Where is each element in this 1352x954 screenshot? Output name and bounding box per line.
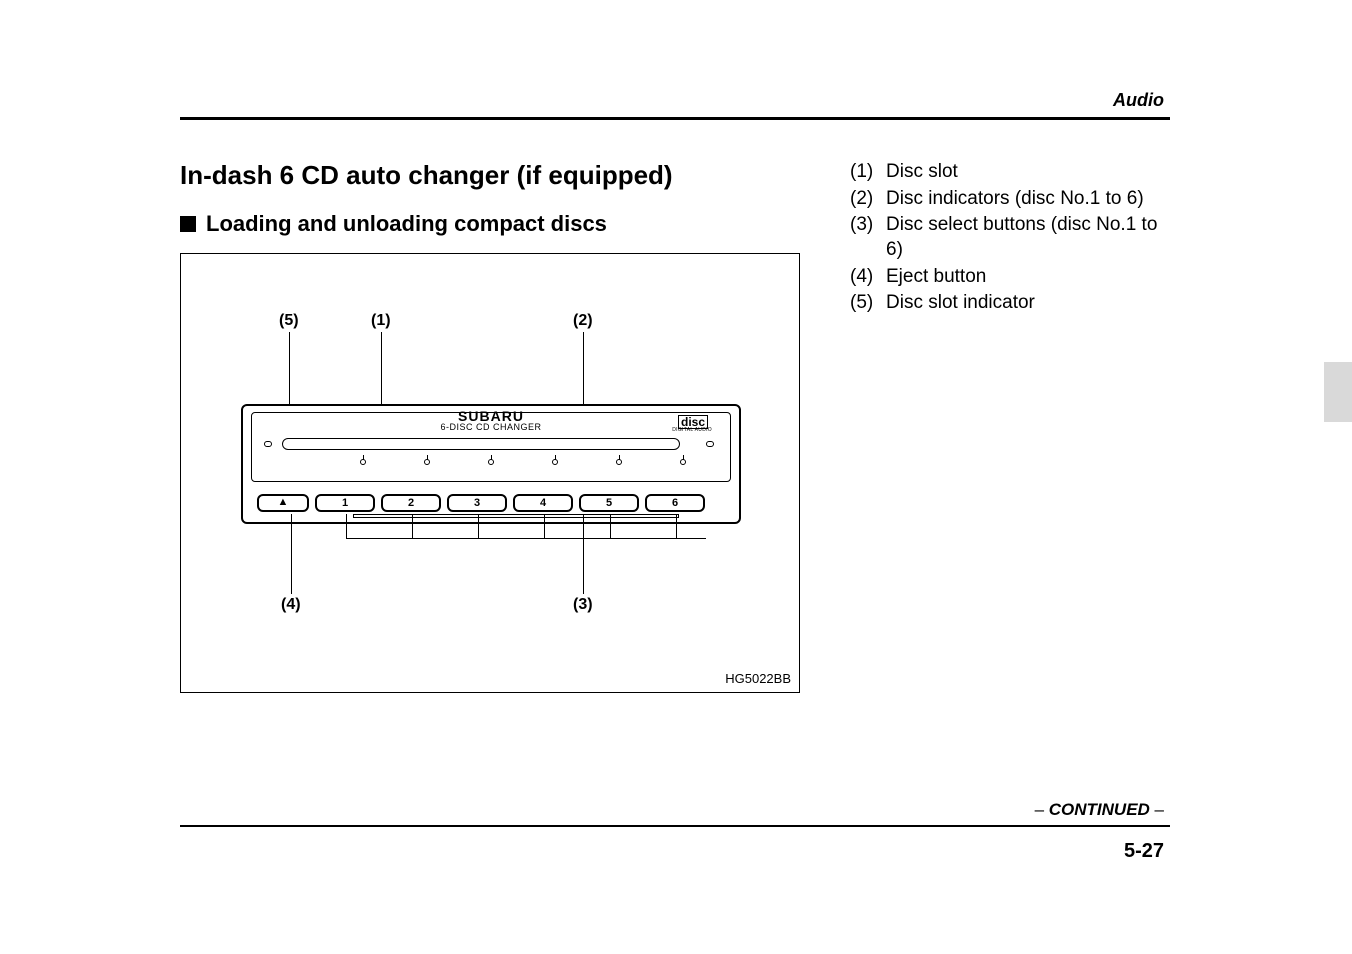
header-rule xyxy=(180,117,1170,120)
subtitle-text: Loading and unloading compact discs xyxy=(206,211,607,237)
leader-3h xyxy=(346,538,706,539)
brand-main: SUBARU xyxy=(440,409,541,423)
leader-3t6 xyxy=(676,514,677,538)
brand-block: SUBARU 6-DISC CD CHANGER xyxy=(440,409,541,432)
legend-item: (5) Disc slot indicator xyxy=(850,291,1170,316)
legend-text: Disc indicators (disc No.1 to 6) xyxy=(886,187,1170,212)
disc-select-2: 2 xyxy=(381,494,441,512)
legend-item: (1) Disc slot xyxy=(850,160,1170,185)
dash-right: – xyxy=(1150,800,1164,819)
right-column: (1) Disc slot (2) Disc indicators (disc … xyxy=(850,160,1170,693)
disc-logo-sub: DIGITAL AUDIO xyxy=(672,427,712,433)
left-column: In-dash 6 CD auto changer (if equipped) … xyxy=(180,160,800,693)
legend-text: Disc select buttons (disc No.1 to 6) xyxy=(886,213,1170,262)
indicator-row xyxy=(360,459,686,465)
disc-indicator xyxy=(680,459,686,465)
leader-3v xyxy=(583,514,584,594)
cd-changer-device: SUBARU 6-DISC CD CHANGER disc DIGITAL AU… xyxy=(241,404,741,524)
slot-led-left xyxy=(264,441,272,447)
disc-select-4: 4 xyxy=(513,494,573,512)
button-row: ▲ 1 2 3 4 5 6 xyxy=(257,494,705,512)
legend-num: (3) xyxy=(850,213,886,262)
leader-4 xyxy=(291,514,292,594)
legend-num: (5) xyxy=(850,291,886,316)
legend-text: Disc slot indicator xyxy=(886,291,1170,316)
leader-3t1 xyxy=(346,514,347,538)
decor-strip xyxy=(353,514,679,518)
disc-select-3: 3 xyxy=(447,494,507,512)
dash-left: – xyxy=(1035,800,1049,819)
callout-3: (3) xyxy=(573,596,593,614)
eject-icon: ▲ xyxy=(278,496,289,508)
leader-3t3 xyxy=(478,514,479,538)
page-number: 5-27 xyxy=(180,840,1170,863)
callout-1: (1) xyxy=(371,312,391,330)
disc-indicator xyxy=(488,459,494,465)
eject-button: ▲ xyxy=(257,494,309,512)
legend-num: (4) xyxy=(850,265,886,290)
disc-slot xyxy=(282,438,680,450)
side-tab xyxy=(1324,362,1352,422)
disc-select-6: 6 xyxy=(645,494,705,512)
callout-4: (4) xyxy=(281,596,301,614)
disc-indicator xyxy=(616,459,622,465)
legend-item: (3) Disc select buttons (disc No.1 to 6) xyxy=(850,213,1170,262)
legend-text: Eject button xyxy=(886,265,1170,290)
continued-text: CONTINUED xyxy=(1049,800,1150,819)
continued-line: – CONTINUED – xyxy=(180,800,1170,820)
page-title: In-dash 6 CD auto changer (if equipped) xyxy=(180,160,800,191)
figure-box: (5) (1) (2) SUBARU 6-DISC CD CHANGER dis… xyxy=(180,253,800,693)
page-content: Audio In-dash 6 CD auto changer (if equi… xyxy=(180,90,1170,693)
disc-indicator xyxy=(360,459,366,465)
legend-item: (2) Disc indicators (disc No.1 to 6) xyxy=(850,187,1170,212)
section-header: Audio xyxy=(180,90,1170,117)
figure-code: HG5022BB xyxy=(725,671,791,686)
legend-text: Disc slot xyxy=(886,160,1170,185)
callout-5: (5) xyxy=(279,312,299,330)
disc-indicator xyxy=(552,459,558,465)
legend-num: (2) xyxy=(850,187,886,212)
content-columns: In-dash 6 CD auto changer (if equipped) … xyxy=(180,160,1170,693)
bullet-icon xyxy=(180,216,196,232)
subtitle-row: Loading and unloading compact discs xyxy=(180,211,800,237)
callout-2: (2) xyxy=(573,312,593,330)
slot-led-right xyxy=(706,441,714,447)
disc-select-5: 5 xyxy=(579,494,639,512)
brand-sub: 6-DISC CD CHANGER xyxy=(440,423,541,432)
legend-num: (1) xyxy=(850,160,886,185)
device-inner-panel: SUBARU 6-DISC CD CHANGER disc DIGITAL AU… xyxy=(251,412,731,482)
disc-select-1: 1 xyxy=(315,494,375,512)
disc-indicator xyxy=(424,459,430,465)
footer-rule xyxy=(180,825,1170,827)
leader-3t2 xyxy=(412,514,413,538)
leader-3t4 xyxy=(544,514,545,538)
legend-item: (4) Eject button xyxy=(850,265,1170,290)
leader-3t5 xyxy=(610,514,611,538)
